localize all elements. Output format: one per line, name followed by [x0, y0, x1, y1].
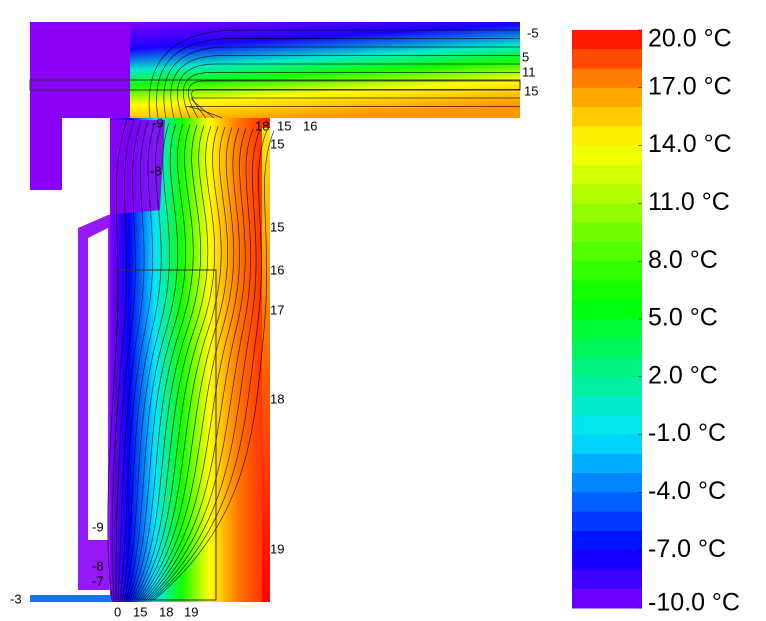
colorbar-band — [572, 454, 642, 474]
colorbar-label: -1.0 °C — [648, 419, 726, 447]
colorbar-band — [572, 338, 642, 358]
fin-gap — [88, 228, 108, 540]
contour-label: 16 — [303, 118, 317, 133]
contour-label: 15 — [270, 219, 284, 234]
colorbar-band — [572, 203, 642, 223]
colorbar-band — [572, 473, 642, 493]
colorbar-band — [572, 165, 642, 185]
wall-edge — [262, 128, 270, 602]
colorbar-label: 11.0 °C — [648, 188, 730, 216]
colorbar-band — [572, 69, 642, 89]
colorbar-band — [572, 319, 642, 339]
contour-label: 19 — [270, 541, 284, 556]
contour-label: 15 — [524, 83, 538, 98]
colorbar-band — [572, 261, 642, 281]
colorbar-label: 2.0 °C — [648, 361, 718, 389]
colorbar-band — [572, 146, 642, 166]
colorbar-band — [572, 550, 642, 570]
colorbar-label: -7.0 °C — [648, 535, 726, 563]
colorbar-band — [572, 280, 642, 300]
colorbar-band — [572, 300, 642, 320]
colorbar-label: -10.0 °C — [648, 589, 740, 617]
colorbar-band — [572, 49, 642, 69]
contour-label: 15 — [270, 136, 284, 151]
colorbar-band — [572, 531, 642, 551]
colorbar-label: 17.0 °C — [648, 72, 732, 100]
colorbar-band — [572, 435, 642, 455]
contour-label: 17 — [270, 302, 284, 317]
colorbar-band — [572, 589, 642, 609]
contour-label: 18 — [159, 604, 173, 619]
sill — [30, 595, 112, 602]
contour-label: 11 — [522, 64, 536, 79]
contour-label: -8 — [92, 558, 104, 573]
contour-label: -9 — [152, 115, 164, 130]
contour-label: -5 — [527, 25, 539, 40]
contour-label: 15 — [277, 118, 291, 133]
colorbar-band — [572, 88, 642, 108]
contour-label: 18 — [270, 391, 284, 406]
colorbar-label: 20.0 °C — [648, 25, 732, 53]
bracket — [30, 22, 62, 190]
colorbar-band — [572, 569, 642, 589]
colorbar-band — [572, 30, 642, 50]
contour-label: 19 — [184, 604, 198, 619]
contour-label: -9 — [92, 519, 104, 534]
colorbar-band — [572, 415, 642, 435]
colorbar-band — [572, 184, 642, 204]
colorbar-band — [572, 126, 642, 146]
colorbar-band — [572, 396, 642, 416]
contour-label: -7 — [92, 573, 104, 588]
colorbar-band — [572, 358, 642, 378]
contour-label: -3 — [10, 591, 22, 606]
chart: -551115-918151615-81516171819-9-8-7-3015… — [0, 0, 766, 621]
colorbar-band — [572, 223, 642, 243]
contour-label: 15 — [133, 604, 147, 619]
contour-label: -8 — [150, 163, 162, 178]
colorbar-band — [572, 512, 642, 532]
colorbar-label: 14.0 °C — [648, 130, 732, 158]
contour-label: 18 — [255, 118, 269, 133]
colorbar-band — [572, 107, 642, 127]
colorbar-label: -4.0 °C — [648, 477, 726, 505]
colorbar-band — [572, 377, 642, 397]
colorbar-label: 8.0 °C — [648, 246, 718, 274]
contour-label: 16 — [270, 262, 284, 277]
colorbar-band — [572, 242, 642, 262]
contour-label: 5 — [522, 49, 529, 64]
colorbar-band — [572, 492, 642, 512]
colorbar-label: 5.0 °C — [648, 304, 718, 332]
contour-label: 0 — [114, 604, 121, 619]
